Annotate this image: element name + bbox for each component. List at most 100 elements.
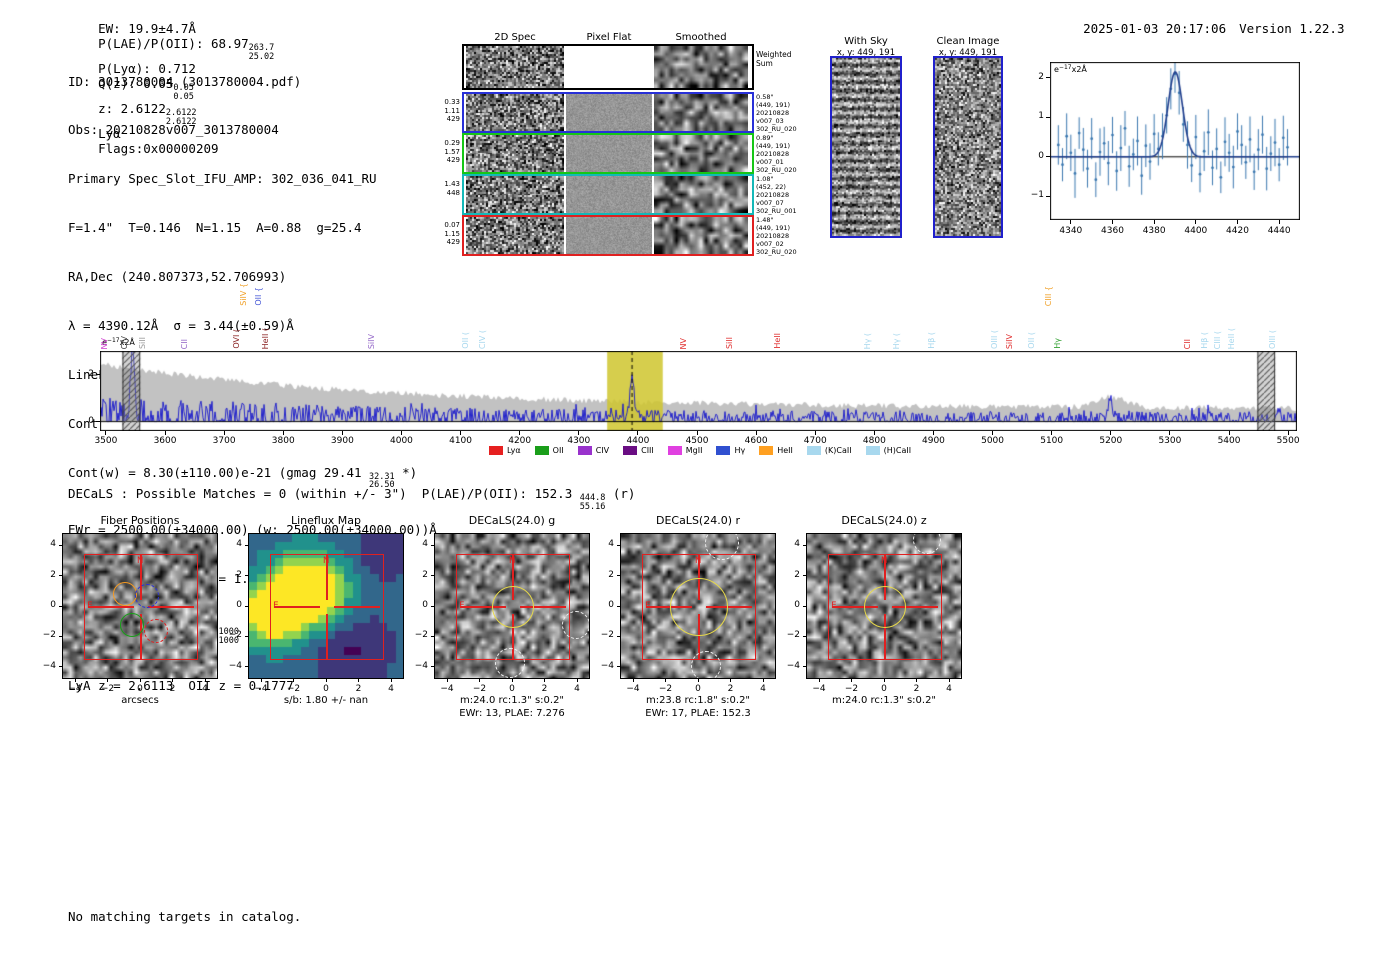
fiber-circle — [134, 583, 159, 608]
main-xtick-label: 4000 — [390, 436, 413, 446]
main-xtick — [992, 431, 994, 435]
cutout-ytick-label: 0 — [422, 600, 428, 610]
aperture-circle — [863, 585, 907, 629]
cutout-xtick — [446, 679, 448, 682]
spectrum-line-label: CIII ( — [1212, 330, 1222, 349]
cutout-ytick-label: −4 — [42, 660, 56, 671]
cutout-xtick-label: 0 — [695, 684, 701, 694]
main-ytick-label: 2 — [88, 368, 94, 379]
legend-item: (H)CaII — [865, 445, 912, 455]
cutout-ytick — [431, 575, 434, 577]
cutout-xtick-label: 2 — [355, 684, 362, 694]
spec2d-row-border-2 — [462, 133, 754, 174]
plae-lo: 25.02 — [248, 51, 275, 62]
spectrum-line-label: CII — [180, 338, 190, 349]
spectrum-line-label: SiIV — [1004, 333, 1014, 349]
cutout-ytick — [803, 575, 806, 577]
zoom-xtick — [1153, 220, 1155, 224]
crosshair-line — [698, 554, 700, 600]
cutout-xlabel-g: m:24.0 rc:1.3" s:0.2" — [459, 695, 565, 706]
main-xtick-label: 4200 — [508, 436, 532, 446]
cutout-ytick-label: −4 — [414, 660, 428, 671]
main-xtick — [1169, 431, 1171, 435]
cutout-xtick-label: 4 — [388, 684, 394, 694]
cutout-xtick — [325, 679, 327, 682]
main-xtick-label: 3700 — [212, 436, 236, 446]
zoom-xtick-label: 4400 — [1184, 226, 1208, 236]
zoom-ytick-label: −1 — [1030, 190, 1044, 201]
main-xtick-label: 4700 — [803, 436, 827, 446]
decals-hi: 444.8 — [579, 493, 606, 503]
legend-swatch — [488, 445, 503, 455]
cutout-ytick — [431, 544, 434, 546]
catalog-object-circle — [704, 534, 739, 561]
legend-item: (K)CaII — [806, 445, 852, 455]
main-ytick-label: 0 — [88, 415, 94, 426]
cutout-xtick — [916, 679, 917, 682]
legend-item: MgII — [667, 445, 702, 455]
cutout-ytick — [617, 605, 620, 607]
z-lo: 2.6122 — [165, 116, 197, 127]
cutout-xtick-label: 4 — [202, 684, 208, 694]
contw-post: *) — [394, 464, 418, 480]
main-xtick-label: 4800 — [862, 436, 886, 446]
catalog-object-circle — [690, 651, 721, 678]
zoom-xtick-label: 4360 — [1101, 226, 1124, 236]
decals-range: 444.8 55.16 — [580, 494, 606, 511]
aperture-circle — [669, 577, 729, 637]
spectrum-line-label: NV — [679, 337, 689, 349]
z-range: 2.6122 2.6122 — [166, 109, 197, 126]
cutout-ytick-label: −2 — [600, 630, 614, 641]
footer-line-1: No matching targets in catalog. — [68, 908, 302, 924]
zoom-xtick — [1237, 220, 1238, 224]
cutout-ytick — [617, 544, 620, 546]
cutout-xtick — [730, 679, 731, 682]
aperture-circle — [491, 585, 535, 629]
cutout-xtick — [107, 679, 108, 682]
main-flux-units: e−17x2Å — [102, 337, 135, 347]
cutout-xtick-label: −4 — [440, 684, 454, 694]
ew-value: EW: 19.9±4.7Å — [98, 21, 196, 36]
spectrum-line-label: SiIV { — [239, 283, 249, 306]
cutout-xtick — [139, 679, 141, 682]
cutout-xtick — [632, 679, 634, 682]
legend-swatch — [865, 445, 880, 455]
cutout-ytick — [617, 635, 620, 637]
main-spectrum-canvas — [100, 351, 1297, 431]
spectrum-line-label: HeII ( — [261, 327, 271, 349]
cutout-ytick-label: 4 — [608, 539, 614, 550]
cutout-ytick-label: 0 — [50, 600, 56, 610]
spectrum-line-label: OIII ( — [1267, 329, 1277, 349]
legend-item: OII — [534, 445, 564, 455]
legend-label: (H)CaII — [883, 445, 912, 455]
cutout-xtick — [293, 679, 294, 682]
clean-canvas — [935, 58, 1001, 236]
info-primary-spec: Primary Spec_Slot_IFU_AMP: 302_036_041_R… — [68, 171, 377, 187]
spectrum-line-label: SiIV — [366, 333, 376, 349]
cutout-sub-g: EWr: 13, PLAE: 7.276 — [459, 708, 565, 719]
cutout-ytick-label: 4 — [236, 539, 242, 550]
spec2d-spec-canvas-4 — [466, 217, 564, 254]
cutout-ytick — [431, 666, 434, 668]
main-xtick — [223, 431, 225, 435]
crosshair-line — [88, 606, 134, 608]
main-xtick-label: 3900 — [330, 436, 354, 446]
spec2d-smooth-canvas-3 — [654, 176, 748, 213]
main-xtick-label: 4400 — [626, 436, 650, 446]
withsky-title: With Sky — [844, 36, 888, 47]
spectrum-line-label: Hγ — [1053, 338, 1063, 349]
main-xtick-label: 4100 — [449, 436, 473, 446]
info-cont-w: Cont(w) = 8.30(±110.00)e-21 (gmag 29.41 … — [68, 465, 437, 490]
cutout-ytick-label: 0 — [794, 600, 800, 610]
legend-swatch — [667, 445, 682, 455]
spectrum-line-label: OVI ( — [232, 329, 242, 349]
spectrum-line-label: OII ( — [1027, 332, 1037, 349]
main-xtick-label: 5500 — [1276, 436, 1300, 446]
cutout-ytick-label: −2 — [414, 630, 428, 641]
cutout-xtick — [762, 679, 764, 682]
spec2d-smooth-canvas-4 — [654, 217, 748, 254]
header-summary: EW: 19.9±4.7Å P(LAE)/P(OII): 68.97 263.7 2… — [68, 6, 287, 171]
report-datetime: 2025-01-03 20:17:06 Version 1.22.3 — [1053, 6, 1344, 51]
zoom-xtick — [1112, 220, 1113, 224]
